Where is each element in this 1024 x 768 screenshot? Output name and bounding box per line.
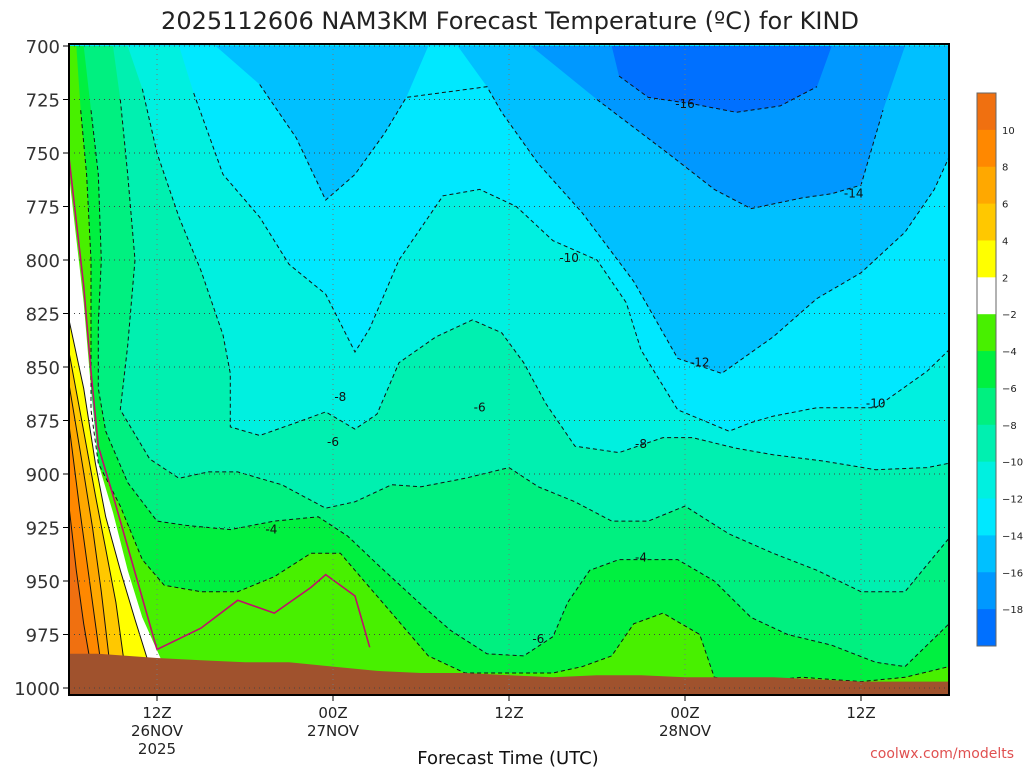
ground-fill (69, 653, 949, 695)
y-tick-label: 825 (26, 305, 60, 326)
isoline-band-p8 (69, 424, 102, 667)
colorbar-swatch (977, 609, 996, 647)
y-tick-label: 1000 (14, 679, 60, 700)
colorbar-swatch (977, 498, 996, 536)
colorbar-swatch (977, 535, 996, 573)
contour-label: -6 (532, 632, 544, 646)
x-tick-label: 12Z (846, 704, 875, 722)
colorbar-label: −10 (1002, 458, 1023, 469)
colorbar-label: 6 (1002, 200, 1008, 211)
y-tick-label: 875 (26, 412, 60, 433)
x-tick-label: 27NOV (307, 722, 360, 740)
y-tick-label: 950 (26, 572, 60, 593)
colorbar-frame (976, 92, 997, 647)
isoline-cold-core (618, 75, 818, 113)
band-fill-cold-core (611, 46, 832, 113)
isoline-band-6 (90, 110, 949, 668)
y-tick-label: 925 (26, 519, 60, 540)
plot-area: -16 -14 -10 -12 -10 -8 -6 -6 -8 -4 -4 -6 (68, 43, 950, 696)
colorbar-swatch (977, 240, 996, 278)
colorbar-swatch (977, 572, 996, 610)
colorbar-label: −16 (1002, 568, 1023, 579)
x-tick-label: 12Z (142, 704, 171, 722)
x-tick-label: 2025 (138, 740, 176, 758)
x-tick-label: 26NOV (131, 722, 184, 740)
y-axis: 700 725 750 775 800 825 850 875 900 925 950 975 1000 (14, 37, 69, 700)
colorbar-swatch (977, 314, 996, 352)
colorbar-label: 10 (1002, 126, 1015, 137)
colorbar-label: −4 (1002, 347, 1017, 358)
y-tick-label: 850 (26, 358, 60, 379)
contour-label: -6 (327, 435, 339, 449)
colorbar-label: −8 (1002, 421, 1017, 432)
x-axis-label: Forecast Time (UTC) (417, 748, 598, 768)
colorbar-swatch (977, 424, 996, 463)
contour-label: -6 (474, 401, 486, 415)
y-tick-label: 900 (26, 465, 60, 486)
x-tick-label: 12Z (494, 704, 523, 722)
contour-label: -12 (690, 356, 710, 370)
colorbar-swatch (977, 387, 996, 426)
contour-label: -4 (635, 550, 647, 564)
contour-label: -16 (675, 97, 695, 111)
chart-title: 2025112606 NAM3KM Forecast Temperature (… (161, 7, 859, 35)
isoline-band-p6 (69, 384, 111, 667)
y-tick-label: 750 (26, 144, 60, 165)
isoline-band-16 (596, 99, 884, 210)
isoline-band-p10 (69, 506, 92, 667)
contour-label: -10 (866, 396, 886, 410)
colorbar-label: −14 (1002, 531, 1023, 542)
isoline-band-8 (119, 99, 949, 593)
isoline-band-12 (193, 92, 949, 432)
band-fill-band-4 (69, 46, 949, 695)
y-tick-label: 975 (26, 626, 60, 647)
colorbar-swatch (977, 277, 996, 315)
colorbar-label: 4 (1002, 236, 1008, 247)
colorbar-swatch (977, 203, 996, 241)
y-tick-label: 775 (26, 198, 60, 219)
contour-label: -10 (559, 251, 579, 265)
watermark-text: coolwx.com/modelts (870, 746, 1014, 762)
isoline-band-14 (259, 84, 949, 374)
x-tick-label: 00Z (670, 704, 699, 722)
isoline-band-p4 (69, 351, 126, 667)
isoline-band-p2 (69, 319, 151, 667)
x-tick-label: 28NOV (659, 722, 712, 740)
x-tick-label: 00Z (318, 704, 347, 722)
colorbar-label: 8 (1002, 163, 1008, 174)
colorbar-label: 2 (1002, 273, 1008, 284)
colorbar-label: −12 (1002, 495, 1023, 506)
colorbar-swatch (977, 129, 996, 168)
contour-label: -4 (265, 523, 277, 537)
band-fill-band-p10 (69, 506, 91, 667)
band-fill-band-6 (69, 46, 949, 695)
y-tick-label: 700 (26, 37, 60, 58)
contour-label: -14 (844, 187, 864, 201)
colorbar-label: −2 (1002, 310, 1017, 321)
contour-label: -8 (334, 390, 346, 404)
contour-label: -8 (635, 437, 647, 451)
colorbar-swatch (977, 166, 996, 205)
colorbar-legend: 10 8 6 4 2 −2 −4 −6 −8 −10 −12 −14 −16 −18 (976, 92, 1023, 647)
y-tick-label: 725 (26, 91, 60, 112)
colorbar-label: −18 (1002, 605, 1023, 616)
colorbar-swatch (977, 461, 996, 500)
zero-isotherm (69, 157, 371, 651)
colorbar-swatch (977, 351, 996, 389)
y-tick-label: 800 (26, 251, 60, 272)
colorbar-swatch (977, 93, 996, 131)
colorbar-label: −6 (1002, 384, 1017, 395)
